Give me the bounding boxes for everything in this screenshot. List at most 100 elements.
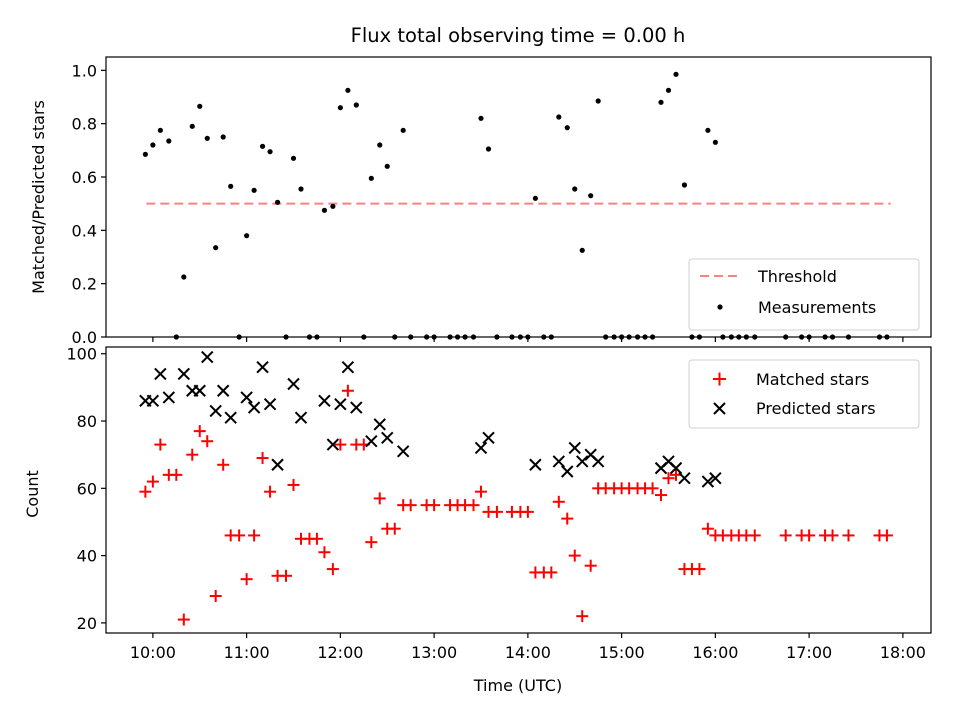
matched-stars-point [490, 505, 503, 518]
x-tick-label: 11:00 [224, 643, 270, 662]
predicted-stars-point [396, 445, 410, 458]
matched-stars-point [318, 546, 331, 559]
predicted-stars-point [381, 431, 394, 445]
matched-legend-swatch [713, 372, 726, 386]
matched-stars-point [521, 505, 534, 518]
predicted-stars-point [146, 394, 160, 408]
predicted-stars-point [177, 367, 191, 381]
measurement-point [213, 245, 219, 251]
measurement-point [321, 207, 328, 213]
predicted-stars-point [271, 458, 284, 471]
measurements-legend-label: Measurements [758, 298, 876, 317]
x-tick-label: 18:00 [880, 643, 926, 662]
x-tick-label: 17:00 [786, 643, 832, 662]
measurement-point [181, 274, 187, 280]
count-y-tick-label: 100 [66, 345, 97, 364]
measurement-point [564, 125, 570, 131]
measurements-legend-swatch [717, 304, 723, 310]
measurement-point [384, 163, 390, 169]
measurement-point [658, 99, 664, 105]
measurement-point [197, 103, 203, 109]
measurement-point [478, 115, 484, 121]
matched-stars-point [779, 529, 792, 542]
matched-stars-point [701, 522, 714, 535]
measurement-point [290, 155, 297, 161]
matched-stars-point [240, 573, 253, 586]
matched-stars-point [662, 472, 675, 485]
matched-stars-point [334, 438, 347, 451]
measurement-point [673, 71, 679, 77]
predicted-stars-point [669, 461, 683, 475]
measurement-point [556, 114, 562, 120]
predicted-stars-point [350, 401, 363, 414]
matched-stars-point [326, 563, 339, 576]
predicted-stars-point [709, 472, 722, 485]
matched-stars-point [365, 536, 378, 549]
predicted-stars-point [591, 455, 605, 468]
count-axis-ticks: 10:00 11:00 12:00 13:00 14:00 15:00 16:00 17:00… [66, 345, 925, 662]
predicted-stars-point [561, 465, 574, 478]
measurement-point [274, 199, 281, 205]
x-tick-label: 16:00 [692, 643, 738, 662]
ratio-axes-frame [105, 56, 932, 338]
matched-stars-point [388, 522, 401, 535]
matched-stars-point [287, 478, 300, 491]
matched-stars-point [568, 549, 581, 562]
ratio-y-tick-label: 0.4 [72, 221, 97, 240]
matched-legend-label: Matched stars [756, 370, 869, 389]
measurement-point [251, 187, 257, 193]
measurement-point [204, 135, 210, 141]
matched-stars-point [248, 529, 261, 542]
measurement-point [368, 175, 374, 181]
predicted-legend-swatch [713, 402, 726, 415]
measurement-point [150, 142, 156, 148]
measurement-point [228, 183, 234, 189]
predicted-stars-point [326, 438, 340, 451]
matched-stars-point [404, 499, 417, 512]
measurement-point [400, 127, 406, 133]
measurement-point [142, 151, 148, 157]
predicted-stars-point [334, 397, 347, 411]
measurement-point [157, 127, 163, 133]
count-y-tick-label: 40 [77, 547, 97, 566]
measurement-point [298, 186, 304, 192]
ratio-legend-box [688, 258, 920, 331]
ratio-axes: 0.0 0.2 0.4 0.6 0.8 1.0 Matched/Predicted sta… [29, 56, 932, 347]
matched-stars-point [146, 475, 159, 488]
measurement-point [532, 195, 538, 201]
predicted-stars-point [678, 472, 691, 485]
matched-stars-point [280, 569, 292, 582]
matched-stars-point [217, 458, 230, 471]
predicted-stars-point [552, 455, 566, 468]
predicted-stars-point [263, 397, 277, 411]
x-tick-label: 13:00 [411, 643, 457, 662]
predicted-stars-point [224, 411, 237, 424]
matched-stars-point [428, 499, 441, 512]
predicted-stars-point [529, 458, 542, 471]
measurement-point [579, 247, 585, 253]
measurement-point [681, 182, 688, 188]
matched-stars-point [170, 468, 183, 481]
measurement-point [330, 203, 336, 209]
matched-stars-point [748, 529, 761, 542]
predicted-stars-point [576, 455, 589, 468]
matched-stars-point [256, 452, 269, 465]
count-y-axis-label: Count [23, 470, 42, 518]
matched-stars-point [186, 448, 199, 461]
measurement-point [244, 233, 250, 239]
measurement-point [705, 127, 711, 133]
predicted-stars-point [294, 411, 308, 424]
ratio-y-tick-label: 0.2 [72, 275, 97, 294]
matched-stars-point [880, 529, 893, 542]
matched-stars-point [193, 425, 206, 438]
matched-stars-point [475, 485, 487, 498]
ratio-y-axis-label: Matched/Predicted stars [29, 100, 48, 294]
matched-stars-point [201, 435, 214, 448]
measurement-point [189, 123, 195, 129]
matched-stars-point [561, 512, 574, 525]
threshold-legend-label: Threshold [757, 267, 837, 286]
count-y-tick-label: 60 [77, 479, 97, 498]
predicted-stars-point [365, 435, 378, 448]
count-legend-box [688, 359, 920, 429]
measurement-point [353, 102, 359, 108]
